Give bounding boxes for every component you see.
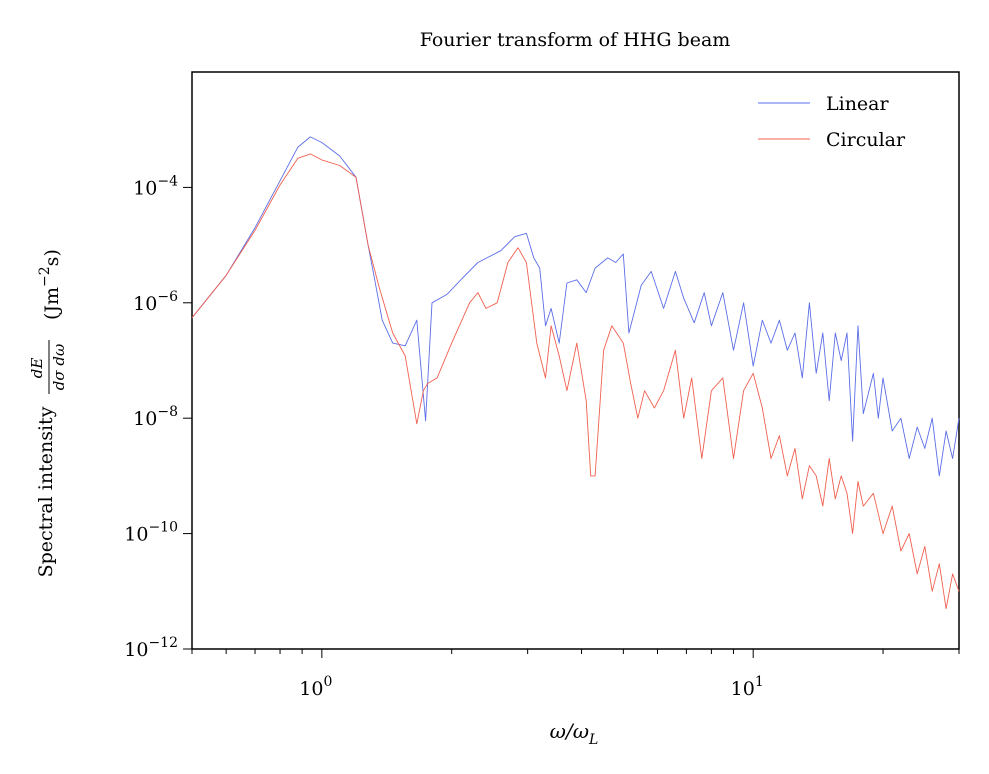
x-ticks: 100 101 — [191, 649, 960, 700]
y-axis-label: Spectral intensity dE dσ dω (Jm−2s) — [28, 249, 68, 577]
y-tick-label-base: 10 — [124, 524, 148, 546]
chart-title: Fourier transform of HHG beam — [420, 29, 731, 51]
y-axis-label-units-prefix: (Jm — [41, 287, 63, 320]
y-tick-label: 10−6 — [133, 289, 178, 315]
x-tick-label-exp: 0 — [323, 674, 332, 690]
legend: Linear Circular — [758, 93, 906, 151]
x-axis-label: ω/ωL — [550, 719, 599, 748]
x-tick-label: 101 — [731, 674, 764, 700]
y-tick-label-base: 10 — [133, 293, 157, 315]
series-layer — [191, 136, 960, 610]
y-tick-label-exp: −12 — [148, 635, 178, 651]
y-tick-label-exp: −6 — [157, 289, 178, 305]
y-axis-label-frac-num: dE — [28, 358, 46, 379]
plot-frame — [191, 71, 960, 650]
legend-label-circular: Circular — [826, 129, 906, 151]
x-axis-label-main: ω/ω — [550, 719, 589, 743]
y-tick-label: 10−10 — [124, 520, 178, 546]
y-axis-label-frac-den: dσ dω — [50, 344, 68, 390]
series-line-linear — [191, 136, 960, 477]
y-tick-label-exp: −8 — [157, 404, 178, 420]
y-tick-label-base: 10 — [133, 408, 157, 430]
y-tick-label: 10−8 — [133, 404, 178, 430]
y-tick-label-base: 10 — [133, 177, 157, 199]
x-tick-label-base: 10 — [299, 678, 323, 700]
y-tick-label-base: 10 — [124, 639, 148, 661]
y-tick-label: 10−12 — [124, 635, 178, 661]
y-tick-label: 10−4 — [133, 173, 178, 199]
x-tick-label-base: 10 — [731, 678, 755, 700]
x-axis-label-sub: L — [588, 732, 598, 748]
y-tick-label-exp: −10 — [148, 520, 178, 536]
series-line-circular — [191, 153, 960, 610]
y-tick-label-exp: −4 — [157, 173, 178, 189]
x-tick-label: 100 — [299, 674, 332, 700]
y-axis-label-text: Spectral intensity — [35, 406, 57, 577]
legend-label-linear: Linear — [826, 93, 890, 115]
y-axis-label-units-suffix: s) — [41, 249, 63, 266]
x-tick-label-exp: 1 — [755, 674, 764, 690]
y-axis-label-units-exp: −2 — [37, 266, 53, 287]
y-axis-label-units: (Jm−2s) — [37, 249, 63, 320]
